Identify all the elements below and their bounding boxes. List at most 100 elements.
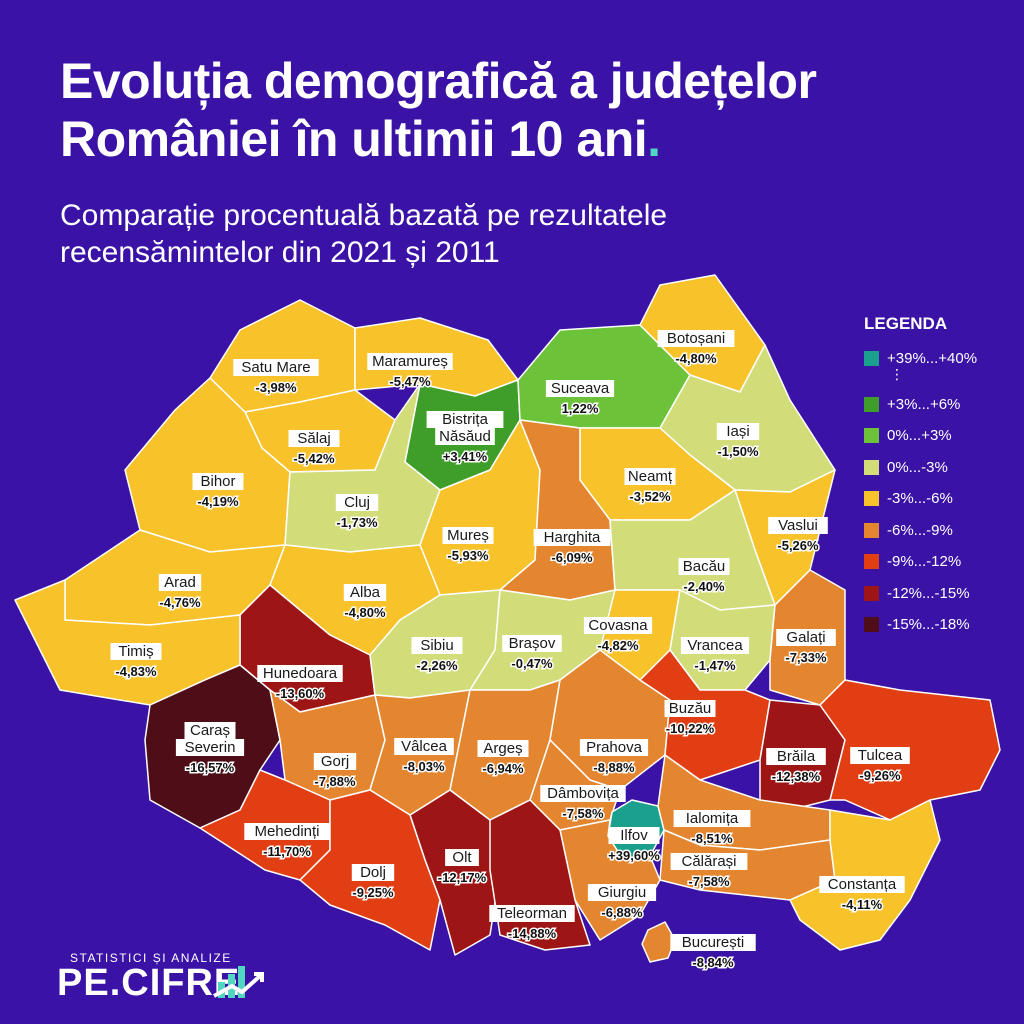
county-name-bg [367,353,453,370]
county-name-label: Gorj [321,753,349,770]
county-name-bg [608,827,660,844]
county-value-label: -7,58% [688,874,730,889]
county-name-label: Maramureș [372,353,448,370]
logo-tagline: STATISTICI ȘI ANALIZE [70,951,232,965]
county-name-label: Călărași [681,853,736,870]
county-value-label: -13,60% [276,686,325,701]
county-value-label: -11,70% [263,844,311,859]
county-value-label: -1,50% [717,444,759,459]
county-name-label: Sălaj [297,430,330,447]
county-value-label: -8,51% [691,831,733,846]
county-name-label: Buzău [669,700,712,717]
county-name-label: Neamț [628,468,673,485]
title-line-2: României în ultimii 10 ani. [60,110,1000,168]
county-value-label: -4,80% [675,351,717,366]
county-name-bg [184,722,236,739]
county-name-bg [664,700,716,717]
legend-label: 0%...-3% [887,458,948,476]
county-name-label: Năsăud [439,428,491,445]
county-value-label: -5,42% [293,451,335,466]
county-name-label: Vaslui [778,517,818,534]
county-name-bg [579,739,649,756]
county-value-label: -5,26% [777,538,819,553]
title-line-1: Evoluția demografică a județelor [60,53,817,109]
legend-label: 0%...+3% [887,427,952,445]
county-name-label: Constanța [828,876,897,893]
legend-item: -6%...-9% [864,515,1024,547]
county-name-label: Olt [452,849,472,866]
county-name-label: Tulcea [858,747,903,764]
county-value-label: -2,40% [683,579,725,594]
county-value-label: -8,88% [593,760,635,775]
legend-items: +39%...+40% ⋮ +3%...+6% 0%...+3% 0%...-3% -3%… [864,343,1024,641]
county-name-label: Galați [786,629,825,646]
legend-swatch [864,428,879,444]
legend: LEGENDA +39%...+40% ⋮ +3%...+6% 0%...+3% 0%.… [864,314,1024,641]
legend-swatch [864,585,879,601]
county-value-label: -7,88% [314,774,356,789]
county-name-label: Covasna [588,617,648,634]
county-name-label: Iași [726,423,749,440]
legend-swatch [864,351,879,367]
county-name-label: Teleorman [497,905,567,922]
county-name-bg [678,558,730,575]
county-name-label: Cluj [344,494,370,511]
county-name-bg [244,823,330,840]
legend-swatch [864,617,879,633]
county-value-label: -4,80% [344,605,386,620]
county-name-bg [343,584,387,601]
legend-item: -15%...-18% [864,609,1024,641]
county-value-label: -4,83% [115,664,157,679]
county-name-bg [158,574,202,591]
county-name-bg [288,430,340,447]
county-name-bg [192,473,244,490]
county-name-bg [587,884,657,901]
county-name-bg [716,423,760,440]
county-name-label: Vâlcea [401,738,448,755]
legend-title: LEGENDA [864,314,948,333]
county-value-label: -1,47% [694,658,736,673]
county-value-label: -4,19% [197,494,239,509]
legend-label: -12%...-15% [887,584,970,602]
county-name-bg [351,864,395,881]
county-name-bg [477,740,529,757]
county-name-label: Severin [185,739,236,756]
county-value-label: -6,09% [551,550,593,565]
county-tulcea [819,679,1001,821]
subtitle-line-2: recensămintelor din 2021 și 2011 [60,236,500,269]
county-name-label: Mehedinți [254,823,319,840]
county-name-label: Brăila [777,748,816,765]
county-name-label: Vrancea [687,637,743,654]
county-value-label: -3,52% [629,489,671,504]
county-name-bg [489,905,575,922]
county-name-label: Suceava [551,380,610,397]
subtitle-line-1: Comparație procentuală bazată pe rezulta… [60,199,668,232]
title-dot: . [647,111,661,167]
county-name-bg [657,330,735,347]
county-value-label: -5,93% [447,548,489,563]
county-value-label: -1,73% [336,515,378,530]
county-name-bg [776,629,836,646]
county-name-label: Sibiu [420,637,453,654]
county-value-label: -0,47% [511,656,553,671]
legend-item: +39%...+40% [864,343,1024,375]
county-name-bg [394,738,454,755]
county-name-label: Caraș [190,722,230,739]
county-value-label: 1,22% [562,401,599,416]
county-name-bg [502,635,562,652]
county-value-label: -12,17% [438,870,487,885]
legend-label: +3%...+6% [887,395,961,413]
county-name-bg [545,380,615,397]
county-name-bg [766,748,826,765]
county-name-label: Satu Mare [241,359,310,376]
county-name-bg [583,617,653,634]
page-subtitle: Comparație procentuală bazată pe rezulta… [60,197,960,271]
county-name-bg [680,637,750,654]
county-name-label: Ialomița [686,810,739,827]
county-name-bg [110,643,162,660]
county-name-bg [819,876,905,893]
legend-item: +3%...+6% [864,389,1024,421]
legend-ellipsis: ⋮ [890,365,904,382]
county-name-bg [768,517,828,534]
county-value-label: -3,98% [255,380,297,395]
